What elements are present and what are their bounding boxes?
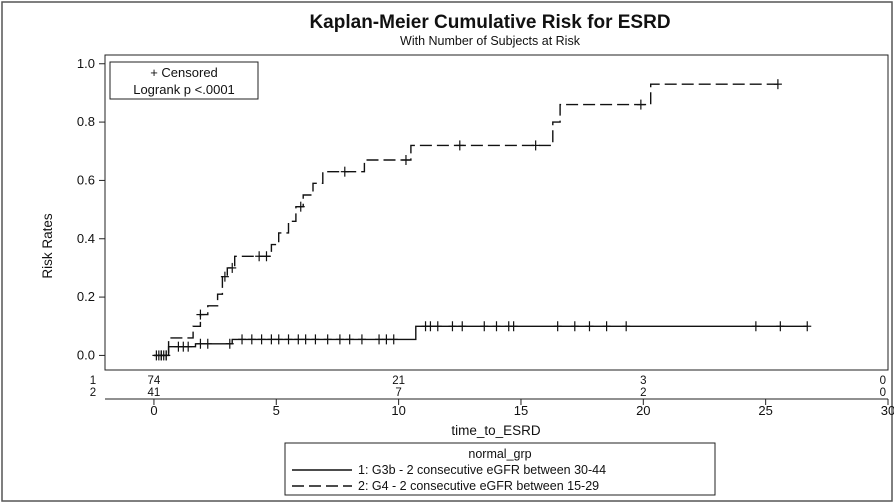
legend-label-group-1: 1: G3b - 2 consecutive eGFR between 30-4…: [358, 463, 606, 477]
censor-mark-group-1: [382, 334, 391, 345]
censor-mark-group-2: [773, 79, 782, 90]
censor-mark-group-1: [492, 321, 501, 332]
censor-mark-group-1: [345, 334, 354, 345]
y-tick-label: 0.2: [77, 289, 95, 304]
legend-label-group-2: 2: G4 - 2 consecutive eGFR between 15-29: [358, 479, 599, 493]
censor-mark-group-2: [220, 271, 229, 282]
x-tick-label: 25: [758, 403, 772, 418]
censor-mark-group-1: [458, 321, 467, 332]
censor-mark-group-1: [570, 321, 579, 332]
chart-title: Kaplan-Meier Cumulative Risk for ESRD: [309, 12, 670, 33]
censor-mark-group-2: [162, 350, 171, 361]
x-tick-label: 20: [636, 403, 650, 418]
censor-mark-group-1: [238, 334, 247, 345]
censor-mark-group-1: [323, 334, 332, 345]
at-risk-count: 74: [148, 375, 161, 387]
at-risk-count: 7: [395, 387, 401, 399]
censor-mark-group-1: [480, 321, 489, 332]
censor-mark-group-1: [602, 321, 611, 332]
legend-title: normal_grp: [468, 447, 531, 461]
y-tick-label: 0.0: [77, 347, 95, 362]
censor-mark-group-2: [196, 309, 205, 320]
censor-mark-group-2: [296, 201, 305, 212]
censor-mark-group-1: [375, 334, 384, 345]
censor-mark-group-2: [455, 140, 464, 151]
legend-frame: [284, 442, 716, 496]
inset-frame: [109, 61, 259, 100]
censor-mark-group-1: [389, 334, 398, 345]
censored-note: + Censored: [150, 65, 218, 80]
x-axis-label: time_to_ESRD: [451, 423, 541, 438]
at-risk-count: 2: [640, 387, 646, 399]
censor-mark-group-1: [509, 321, 518, 332]
censor-mark-group-1: [274, 334, 283, 345]
y-tick-label: 1.0: [77, 56, 95, 71]
censor-mark-group-1: [225, 338, 234, 349]
censor-mark-group-1: [357, 334, 366, 345]
at-risk-count: 0: [880, 375, 886, 387]
censor-mark-group-1: [426, 321, 435, 332]
curves: [152, 79, 812, 361]
censor-mark-group-1: [311, 334, 320, 345]
censor-mark-group-1: [203, 338, 212, 349]
y-tick-label: 0.8: [77, 114, 95, 129]
at-risk-count: 41: [148, 387, 161, 399]
censor-mark-group-1: [751, 321, 760, 332]
censor-mark-group-1: [335, 334, 344, 345]
censor-mark-group-2: [228, 262, 237, 273]
censor-mark-group-1: [553, 321, 562, 332]
y-axis-label: Risk Rates: [40, 213, 55, 279]
chart-subtitle: With Number of Subjects at Risk: [400, 34, 581, 48]
logrank-note: Logrank p <.0001: [133, 82, 235, 97]
at-risk-table: 1 74 21 3 0 2 41 7 2 0: [90, 375, 886, 399]
x-tick-label: 15: [514, 403, 528, 418]
y-tick-label: 0.6: [77, 172, 95, 187]
legend: normal_grp 1: G3b - 2 consecutive eGFR b…: [284, 442, 716, 496]
censor-mark-group-2: [340, 166, 349, 177]
censor-mark-group-1: [448, 321, 457, 332]
censor-mark-group-1: [267, 334, 276, 345]
censor-mark-group-2: [255, 251, 264, 262]
at-risk-count: 3: [640, 375, 646, 387]
at-risk-group-label: 2: [90, 387, 96, 399]
censor-mark-group-1: [257, 334, 266, 345]
y-axis: 0.0 0.2 0.4 0.6 0.8 1.0: [77, 55, 106, 370]
censor-mark-group-1: [184, 341, 193, 352]
km-curve-group-2: [153, 83, 778, 357]
censor-mark-group-1: [622, 321, 631, 332]
x-axis: 0 5 10 15 20 25 30: [150, 399, 894, 418]
censor-mark-group-1: [196, 338, 205, 349]
censor-mark-group-2: [262, 251, 271, 262]
censor-mark-group-2: [401, 155, 410, 165]
x-tick-label: 5: [273, 403, 280, 418]
y-tick-label: 0.4: [77, 231, 95, 246]
censor-mark-group-1: [585, 321, 594, 332]
at-risk-count: 0: [880, 387, 886, 399]
at-risk-group-label: 1: [90, 375, 96, 387]
censor-mark-group-2: [531, 140, 540, 151]
censor-mark-group-1: [284, 334, 293, 345]
censor-mark-group-1: [776, 321, 785, 332]
censor-mark-group-1: [803, 321, 812, 332]
x-tick-label: 0: [150, 403, 157, 418]
x-tick-label: 10: [391, 403, 405, 418]
inset-box: + Censored Logrank p <.0001: [109, 61, 259, 100]
x-tick-label: 30: [881, 403, 894, 418]
censor-mark-group-1: [433, 321, 442, 332]
censor-mark-group-2: [636, 99, 645, 110]
censor-mark-group-1: [247, 334, 256, 345]
at-risk-count: 21: [392, 375, 405, 387]
censor-mark-group-1: [294, 334, 303, 345]
censor-mark-group-1: [301, 334, 310, 345]
